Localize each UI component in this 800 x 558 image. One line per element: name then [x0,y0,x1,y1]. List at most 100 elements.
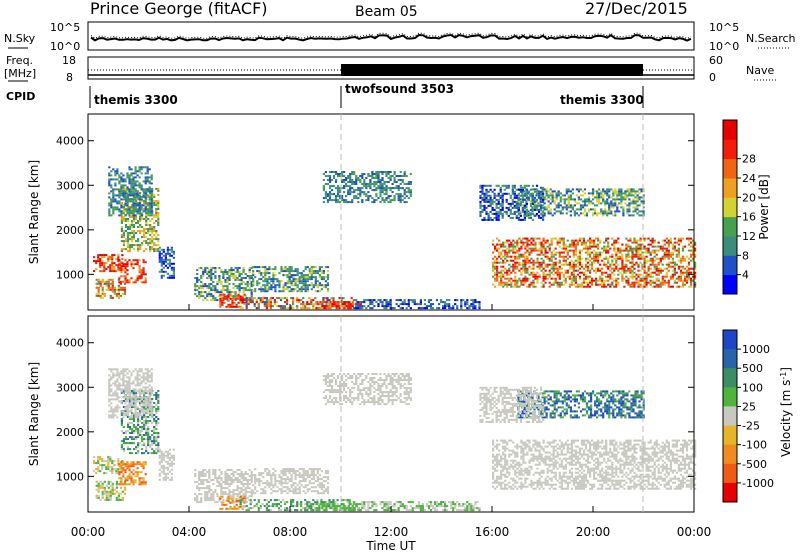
echo-cell [128,475,130,477]
echo-cell [120,190,122,192]
echo-cell [682,282,684,284]
echo-cell [244,303,246,305]
echo-cell [297,274,299,276]
echo-cell [98,291,100,293]
echo-cell [490,211,492,213]
echo-cell [551,256,553,258]
echo-cell [120,487,122,489]
echo-cell [658,286,660,288]
echo-cell [666,250,668,252]
echo-cell [141,477,143,479]
echo-cell [508,240,510,242]
echo-cell [566,212,568,214]
echo-cell [666,264,668,266]
echo-cell [597,238,599,240]
echo-cell [118,477,120,479]
echo-cell [139,271,141,273]
echo-cell [591,278,593,280]
echo-cell [623,264,625,266]
echo-cell [151,236,153,238]
echo-cell [359,301,361,303]
echo-cell [365,195,367,197]
echo-cell [292,297,294,299]
echo-cell [256,284,258,286]
echo-cell [137,424,139,426]
echo-cell [440,301,442,303]
echo-cell [581,264,583,266]
echo-cell [619,248,621,250]
echo-cell [396,187,398,189]
echo-cell [112,285,114,287]
echo-cell [526,209,528,211]
echo-cell [398,305,400,307]
echo-cell [124,279,126,281]
echo-cell [514,264,516,266]
echo-cell [307,278,309,280]
echo-cell [628,198,630,200]
echo-cell [236,306,238,308]
echo-cell [650,258,652,260]
echo-cell [408,191,410,193]
echo-cell [194,285,196,287]
colorbar-segment [723,120,737,140]
echo-cell [113,268,115,270]
echo-cell [488,201,490,203]
echo-cell [102,297,104,299]
echo-cell [326,299,328,301]
echo-cell [609,286,611,288]
echo-cell [241,281,243,283]
echo-cell [329,305,331,307]
echo-cell [644,264,646,266]
echo-cell [121,202,123,204]
echo-cell [122,212,124,214]
echo-cell [147,228,149,230]
echo-cell [485,199,487,201]
echo-cell [402,195,404,197]
echo-cell [428,299,430,301]
echo-cell [492,284,494,286]
echo-cell [604,210,606,212]
echo-cell [575,280,577,282]
echo-cell [472,307,474,309]
echo-cell [539,274,541,276]
echo-cell [95,472,97,474]
echo-cell [615,240,617,242]
echo-cell [212,297,214,299]
echo-cell [640,274,642,276]
echo-cell [652,260,654,262]
echo-cell [504,250,506,252]
echo-cell [396,299,398,301]
echo-cell [666,276,668,278]
echo-cell [111,266,113,268]
echo-cell [618,194,620,196]
echo-cell [141,436,143,438]
echo-cell [141,422,143,424]
echo-cell [550,210,552,212]
echo-cell [631,262,633,264]
echo-cell [145,242,147,244]
echo-cell [208,271,210,273]
echo-cell [668,282,670,284]
echo-cell [132,192,134,194]
echo-cell [165,257,167,259]
echo-cell [249,279,251,281]
echo-cell [347,201,349,203]
colorbar-tick-label: 28 [742,153,756,166]
echo-cell [602,188,604,190]
echo-cell [573,264,575,266]
echo-cell [526,278,528,280]
echo-cell [559,252,561,254]
echo-cell [235,277,237,279]
echo-cell [116,194,118,196]
echo-cell [643,210,645,212]
echo-cell [228,271,230,273]
echo-cell [295,280,297,282]
echo-cell [608,204,610,206]
echo-cell [629,246,631,248]
echo-cell [571,242,573,244]
echo-cell [479,191,481,193]
echo-cell [225,298,227,300]
echo-cell [383,189,385,191]
echo-cell [122,178,124,180]
echo-cell [612,194,614,196]
